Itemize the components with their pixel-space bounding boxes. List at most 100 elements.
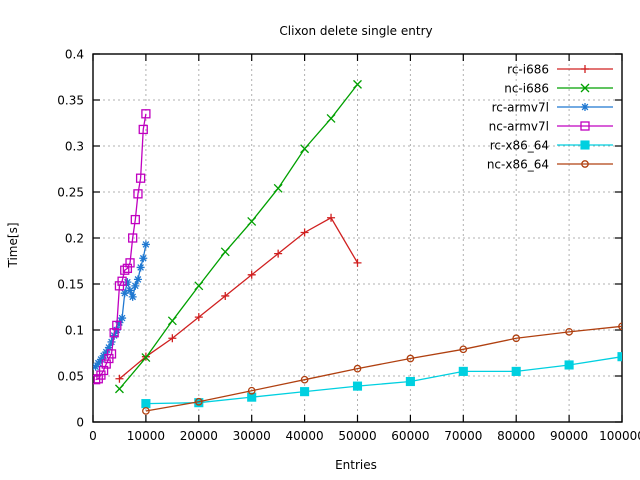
y-tick-label: 0.05 — [57, 370, 84, 384]
series-line-rc-i686 — [119, 216, 359, 380]
marker-square-filled — [458, 366, 468, 376]
marker-plus — [168, 334, 177, 343]
y-tick-label: 0.4 — [65, 48, 84, 62]
marker-star — [99, 351, 108, 360]
marker-circle-open — [353, 364, 362, 373]
x-tick-label: 10000 — [127, 429, 165, 443]
marker-cross — [326, 113, 336, 123]
marker-star — [93, 362, 100, 371]
marker-square-filled — [617, 352, 622, 362]
y-axis-label: Time[s] — [6, 223, 20, 269]
marker-star — [102, 348, 111, 357]
legend-entry-nc-i686: nc-i686 — [504, 82, 613, 96]
marker-square-open — [117, 276, 127, 286]
marker-plus — [221, 291, 230, 300]
y-tick-label: 0.15 — [57, 278, 84, 292]
marker-plus — [581, 65, 589, 73]
data-series-layer — [93, 79, 622, 415]
legend-entry-nc-x86_64: nc-x86_64 — [487, 158, 613, 172]
marker-plus — [327, 213, 336, 222]
marker-cross — [194, 281, 204, 291]
marker-star — [139, 254, 148, 263]
marker-square-filled — [141, 399, 151, 409]
marker-square-filled — [300, 387, 310, 397]
series-nc-x86_64 — [142, 322, 622, 415]
marker-star — [115, 318, 124, 327]
marker-square-filled — [580, 140, 590, 150]
marker-cross — [580, 83, 590, 93]
marker-plus — [353, 258, 362, 267]
legend-entry-nc-armv7l: nc-armv7l — [489, 120, 613, 134]
marker-star — [107, 337, 116, 346]
marker-star — [141, 240, 150, 249]
marker-circle-open — [618, 322, 622, 331]
marker-square-filled — [564, 360, 574, 370]
marker-star — [96, 355, 105, 364]
marker-square-filled — [352, 381, 363, 391]
series-line-nc-x86_64 — [145, 325, 622, 412]
marker-square-open — [130, 214, 140, 225]
marker-cross — [167, 316, 177, 326]
x-tick-label: 40000 — [286, 429, 324, 443]
marker-star — [120, 289, 129, 298]
marker-cross — [141, 353, 151, 363]
marker-star — [133, 275, 142, 284]
marker-star — [118, 314, 127, 323]
marker-circle-open — [512, 334, 521, 343]
series-rc-i686 — [115, 213, 362, 383]
x-tick-label: 30000 — [233, 429, 271, 443]
series-line-nc-i686 — [118, 83, 359, 390]
marker-cross — [353, 79, 362, 89]
y-tick-label: 0.1 — [65, 324, 84, 338]
marker-cross — [114, 384, 124, 394]
marker-square-open — [138, 124, 148, 135]
marker-circle-open — [459, 345, 468, 354]
legend-label-nc-armv7l: nc-armv7l — [489, 120, 549, 134]
legend-entry-rc-armv7l: rc-armv7l — [492, 101, 613, 115]
x-tick-label: 0 — [89, 429, 97, 443]
plot-area-border — [92, 53, 623, 423]
marker-star — [581, 103, 589, 111]
marker-plus — [300, 228, 309, 237]
legend-label-nc-i686: nc-i686 — [504, 82, 549, 96]
x-tick-label: 60000 — [391, 429, 429, 443]
marker-star — [128, 292, 137, 301]
x-tick-label: 50000 — [338, 429, 376, 443]
marker-square-open — [98, 365, 109, 376]
legend-label-rc-x86_64: rc-x86_64 — [490, 139, 549, 153]
marker-square-filled — [247, 392, 257, 402]
marker-circle-open — [565, 327, 573, 336]
marker-square-open — [112, 320, 122, 331]
chart-title: Clixon delete single entry — [279, 24, 432, 38]
marker-star — [136, 263, 145, 272]
marker-star — [126, 286, 135, 295]
legend-label-nc-x86_64: nc-x86_64 — [487, 158, 549, 172]
marker-circle-open — [581, 160, 589, 168]
marker-cross — [220, 247, 230, 257]
marker-cross — [273, 183, 283, 193]
y-tick-label: 0.25 — [57, 186, 84, 200]
legend-label-rc-i686: rc-i686 — [507, 63, 549, 77]
marker-square-open — [128, 233, 138, 243]
marker-cross — [247, 216, 257, 226]
x-tick-label: 80000 — [497, 429, 535, 443]
marker-plus — [115, 374, 124, 383]
x-axis-label: Entries — [335, 458, 377, 472]
marker-square-open — [106, 349, 117, 359]
marker-square-open — [133, 189, 143, 199]
y-tick-label: 0 — [76, 416, 84, 430]
marker-square-open — [580, 121, 590, 131]
x-tick-label: 100000 — [599, 429, 640, 443]
marker-cross — [300, 144, 310, 154]
marker-plus — [247, 270, 256, 279]
marker-circle-open — [300, 375, 309, 384]
y-tick-label: 0.3 — [65, 140, 84, 154]
marker-square-filled — [511, 366, 521, 376]
x-tick-label: 70000 — [444, 429, 482, 443]
y-tick-label: 0.35 — [57, 94, 84, 108]
marker-circle-open — [194, 397, 203, 406]
marker-square-open — [120, 265, 130, 275]
legend-entry-rc-i686: rc-i686 — [507, 63, 613, 77]
